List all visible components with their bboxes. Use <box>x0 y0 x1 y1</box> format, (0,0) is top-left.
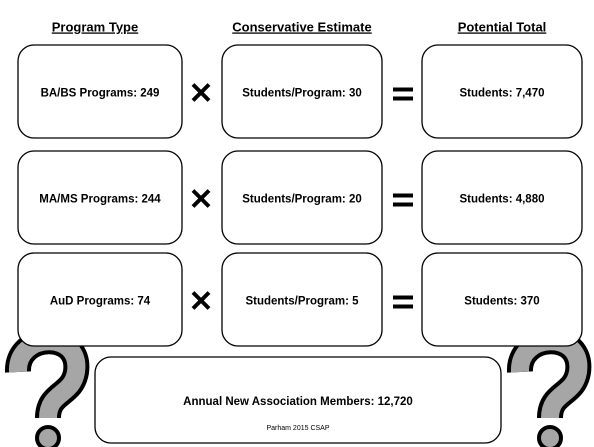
box <box>17 150 183 245</box>
box <box>421 252 583 347</box>
equals-sign <box>393 193 413 207</box>
box <box>221 252 383 347</box>
box-text: Students/Program: 30 <box>242 88 362 100</box>
box-text: Students: 7,470 <box>460 88 545 100</box>
box-text: BA/BS Programs: 249 <box>41 88 160 100</box>
box-text: MA/MS Programs: 244 <box>39 194 161 206</box>
times-sign <box>191 189 211 208</box>
equals-sign <box>393 87 413 101</box>
column-header: Program Type <box>52 19 138 34</box>
equals-sign <box>393 295 413 309</box>
box-text: Students/Program: 20 <box>242 194 362 206</box>
box <box>421 150 583 245</box>
question-mark-right <box>507 328 592 447</box>
times-stroke <box>191 291 211 310</box>
box <box>17 44 183 139</box>
summary-box <box>94 356 502 444</box>
box-text: AuD Programs: 74 <box>50 296 151 308</box>
summary-text: Annual New Association Members: 12,720 <box>183 396 413 408</box>
box-text: Students/Program: 5 <box>245 296 359 308</box>
footer-text: Parham 2015 CSAP <box>266 425 329 432</box>
column-header: Conservative Estimate <box>232 19 371 34</box>
box <box>221 150 383 245</box>
times-stroke <box>191 189 211 208</box>
times-stroke <box>191 83 211 102</box>
box <box>221 44 383 139</box>
box <box>421 44 583 139</box>
box-text: Students: 4,880 <box>460 194 545 206</box>
column-header: Potential Total <box>458 19 547 34</box>
question-mark-left <box>5 328 90 447</box>
box-text: Students: 370 <box>464 296 539 308</box>
box <box>17 252 183 347</box>
times-sign <box>191 291 211 310</box>
times-sign <box>191 83 211 102</box>
